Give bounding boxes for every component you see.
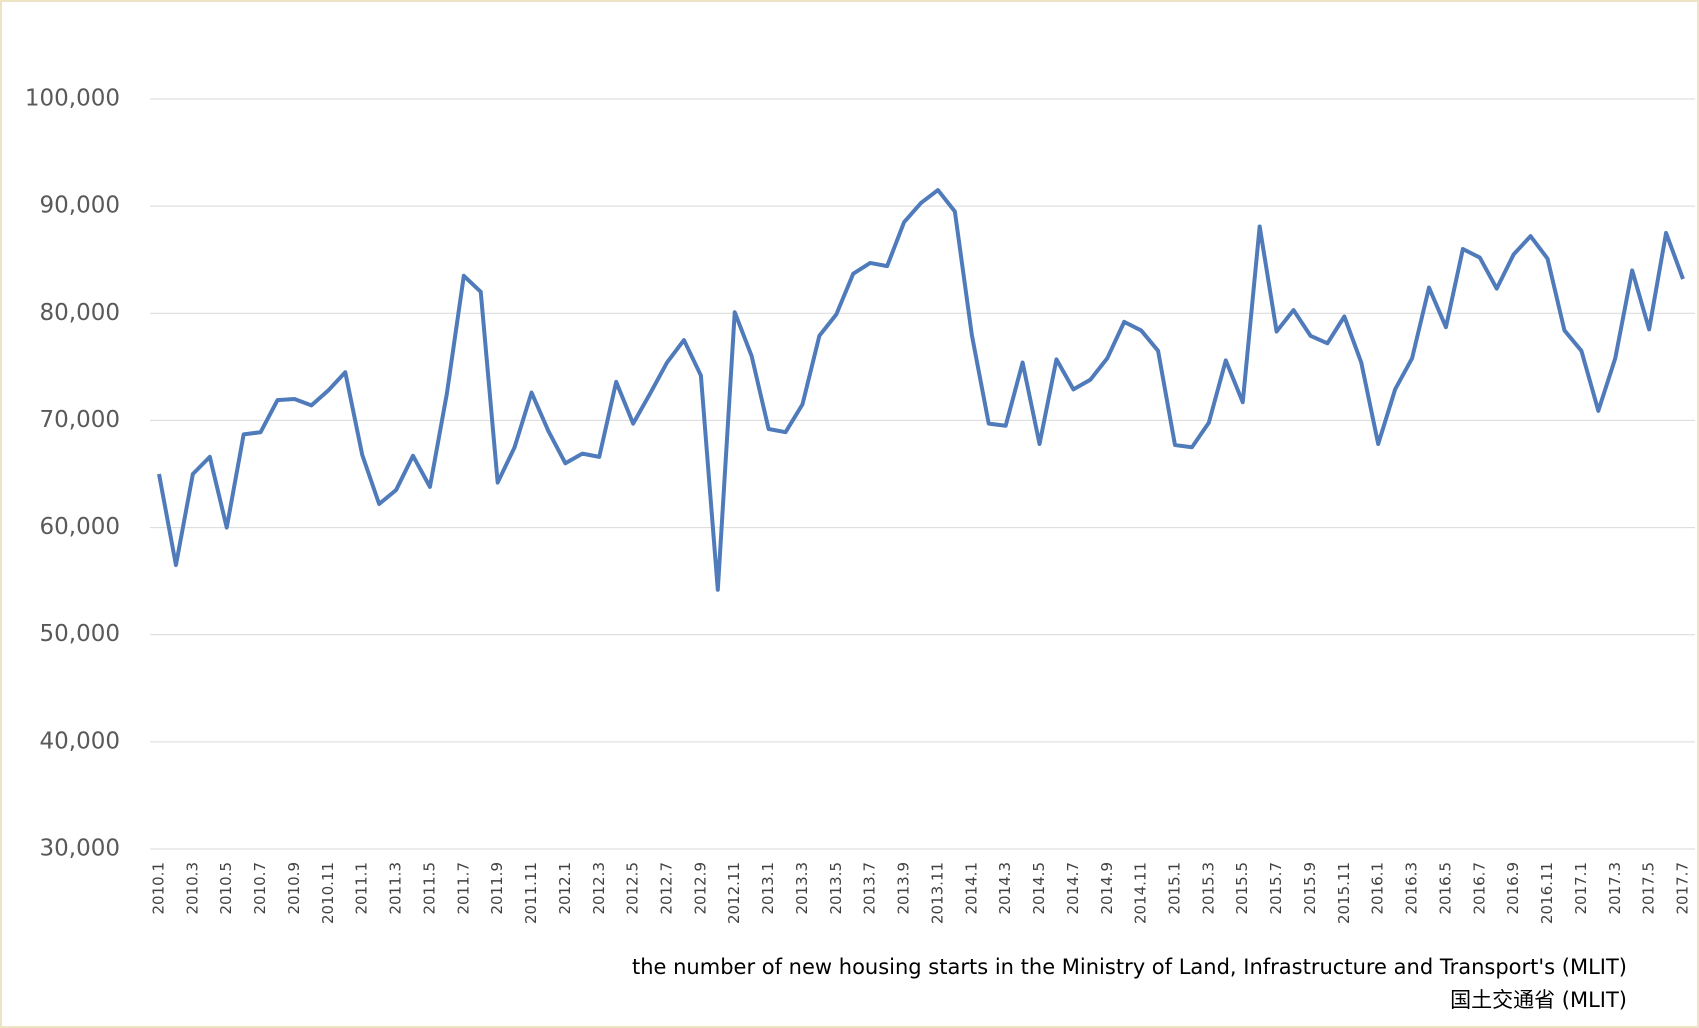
y-tick-label: 60,000 (40, 514, 120, 540)
x-tick-label: 2014.7 (1064, 862, 1082, 915)
x-tick-label: 2012.11 (725, 862, 743, 924)
x-tick-label: 2013.11 (928, 862, 946, 924)
x-tick-label: 2013.9 (895, 862, 913, 915)
x-tick-label: 2013.5 (827, 862, 845, 915)
x-tick-label: 2017.1 (1572, 862, 1590, 915)
x-tick-label: 2016.11 (1538, 862, 1556, 924)
y-tick-label: 100,000 (25, 86, 120, 112)
data-line (157, 188, 1685, 592)
x-tick-label: 2015.1 (1166, 862, 1184, 915)
x-tick-label: 2010.9 (285, 862, 303, 915)
x-tick-label: 2016.1 (1369, 862, 1387, 915)
x-tick-label: 2015.11 (1335, 862, 1353, 924)
x-tick-label: 2016.5 (1436, 862, 1454, 915)
x-tick-label: 2015.5 (1233, 862, 1251, 915)
y-tick-label: 40,000 (40, 728, 120, 754)
x-tick-label: 2010.3 (183, 862, 201, 915)
x-tick-label: 2015.9 (1301, 862, 1319, 915)
y-tick-label: 50,000 (40, 621, 120, 647)
x-tick-label: 2016.9 (1504, 862, 1522, 915)
x-tick-label: 2012.5 (624, 862, 642, 915)
x-tick-label: 2011.5 (420, 862, 438, 915)
x-tick-label: 2017.7 (1674, 862, 1692, 915)
x-tick-label: 2017.3 (1606, 862, 1624, 915)
x-tick-label: 2011.1 (353, 862, 371, 915)
x-tick-label: 2012.1 (556, 862, 574, 915)
x-tick-label: 2017.5 (1640, 862, 1658, 915)
x-tick-label: 2014.11 (1132, 862, 1150, 924)
x-tick-label: 2013.7 (861, 862, 879, 915)
x-tick-label: 2012.7 (658, 862, 676, 915)
x-tick-label: 2013.1 (759, 862, 777, 915)
y-tick-label: 70,000 (40, 407, 120, 433)
x-tick-label: 2014.3 (996, 862, 1014, 915)
x-tick-label: 2016.7 (1470, 862, 1488, 915)
y-tick-label: 80,000 (40, 300, 120, 326)
x-tick-label: 2014.1 (962, 862, 980, 915)
y-tick-label: 90,000 (40, 193, 120, 219)
x-tick-label: 2010.1 (150, 862, 168, 915)
x-tick-label: 2010.11 (319, 862, 337, 924)
source-note: the number of new housing starts in the … (632, 955, 1627, 979)
x-tick-label: 2015.7 (1267, 862, 1285, 915)
x-tick-label: 2011.11 (522, 862, 540, 924)
x-tick-label: 2011.9 (488, 862, 506, 915)
x-tick-label: 2014.5 (1030, 862, 1048, 915)
x-tick-label: 2015.3 (1199, 862, 1217, 915)
y-tick-label: 30,000 (40, 836, 120, 862)
x-tick-label: 2012.9 (691, 862, 709, 915)
x-tick-label: 2010.7 (251, 862, 269, 915)
x-tick-label: 2011.7 (454, 862, 472, 915)
x-tick-label: 2010.5 (217, 862, 235, 915)
x-tick-label: 2012.3 (590, 862, 608, 915)
x-tick-label: 2016.3 (1403, 862, 1421, 915)
x-tick-label: 2011.3 (387, 862, 405, 915)
source-note: 国土交通省 (MLIT) (1450, 988, 1627, 1012)
x-tick-label: 2013.3 (793, 862, 811, 915)
x-tick-label: 2014.9 (1098, 862, 1116, 915)
